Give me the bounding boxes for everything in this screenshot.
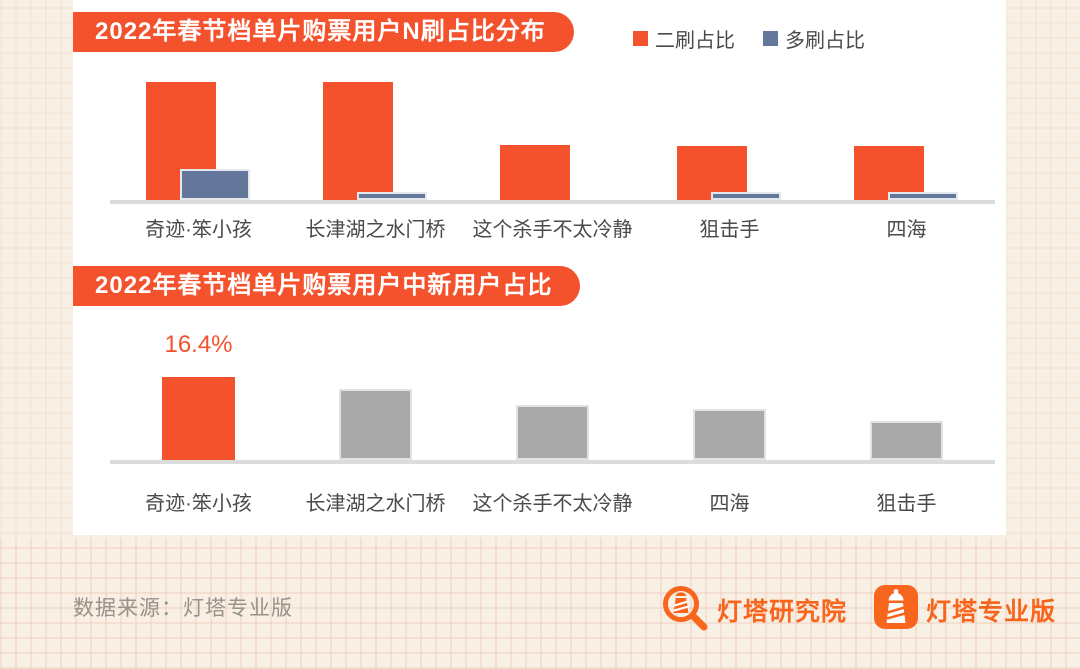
new-user-bar — [870, 421, 943, 460]
newuser-column — [464, 0, 641, 460]
second-view-bar — [500, 145, 570, 200]
category-label: 这个杀手不太冷静 — [472, 219, 633, 241]
red-square-icon — [633, 31, 648, 46]
newuser-column: 16.4% — [110, 0, 287, 460]
category-label: 四海 — [886, 219, 927, 241]
multi-view-bar — [711, 192, 781, 200]
chart-card: 2022年春节档单片购票用户N刷占比分布 二刷占比 多刷占比 奇迹·笨小孩长津湖… — [73, 0, 1006, 535]
beacon-research-label: 灯塔研究院 — [717, 597, 848, 626]
footer-logos: 灯塔研究院 灯塔专业版 — [660, 581, 1056, 638]
category-label: 这个杀手不太冷静 — [472, 493, 633, 515]
nshua-column — [818, 0, 995, 200]
new-user-bar — [516, 405, 589, 460]
second-view-bar — [323, 82, 393, 200]
category-label: 四海 — [709, 493, 750, 515]
new-user-bar — [693, 409, 766, 460]
legend-label: 二刷占比 — [655, 30, 735, 52]
beacon-research-logo: 灯塔研究院 — [660, 581, 847, 638]
blue-square-icon — [763, 31, 778, 46]
chart1-legend: 二刷占比 多刷占比 — [633, 24, 865, 53]
category-label: 奇迹·笨小孩 — [145, 219, 252, 241]
lighthouse-app-icon — [873, 584, 919, 635]
multi-view-bar — [888, 192, 958, 200]
category-label: 长津湖之水门桥 — [305, 219, 446, 241]
multi-view-bar — [357, 192, 427, 200]
chart1-axis-line — [110, 200, 995, 204]
second-view-bar — [677, 146, 747, 200]
newuser-column — [818, 0, 995, 460]
nshua-column — [287, 0, 464, 200]
nshua-column — [110, 0, 287, 200]
category-label: 狙击手 — [876, 493, 937, 515]
new-user-bar — [162, 377, 235, 460]
newuser-plot: 16.4% — [110, 0, 995, 460]
chart2-axis-line — [110, 460, 995, 464]
magnifier-lighthouse-icon — [660, 581, 710, 638]
nshua-labels: 奇迹·笨小孩 长津湖之水门桥 这个杀手不太冷静 狙击手 四海 — [110, 213, 995, 241]
chart1-title-banner: 2022年春节档单片购票用户N刷占比分布 — [73, 12, 574, 52]
beacon-pro-label: 灯塔专业版 — [926, 597, 1057, 626]
chart2-title-banner: 2022年春节档单片购票用户中新用户占比 — [73, 266, 581, 306]
value-label: 16.4% — [164, 331, 233, 358]
nshua-plot — [110, 0, 995, 200]
category-label: 长津湖之水门桥 — [305, 493, 446, 515]
legend-label: 多刷占比 — [785, 30, 865, 52]
newuser-column — [287, 0, 464, 460]
nshua-column — [464, 0, 641, 200]
category-label: 狙击手 — [699, 219, 760, 241]
nshua-column — [641, 0, 818, 200]
data-source-label: 数据来源：灯塔专业版 — [73, 597, 293, 620]
category-label: 奇迹·笨小孩 — [145, 493, 252, 515]
second-view-bar — [854, 146, 924, 200]
chart2-title: 2022年春节档单片购票用户中新用户占比 — [95, 272, 553, 299]
multi-view-bar — [180, 169, 250, 200]
newuser-labels: 奇迹·笨小孩 长津湖之水门桥 这个杀手不太冷静 四海 狙击手 — [110, 487, 995, 515]
legend-item-multi-view: 多刷占比 — [763, 24, 865, 53]
legend-item-second-view: 二刷占比 — [633, 24, 735, 53]
new-user-bar — [339, 389, 412, 460]
chart1-title: 2022年春节档单片购票用户N刷占比分布 — [95, 18, 546, 45]
beacon-pro-logo: 灯塔专业版 — [873, 584, 1056, 635]
newuser-column — [641, 0, 818, 460]
